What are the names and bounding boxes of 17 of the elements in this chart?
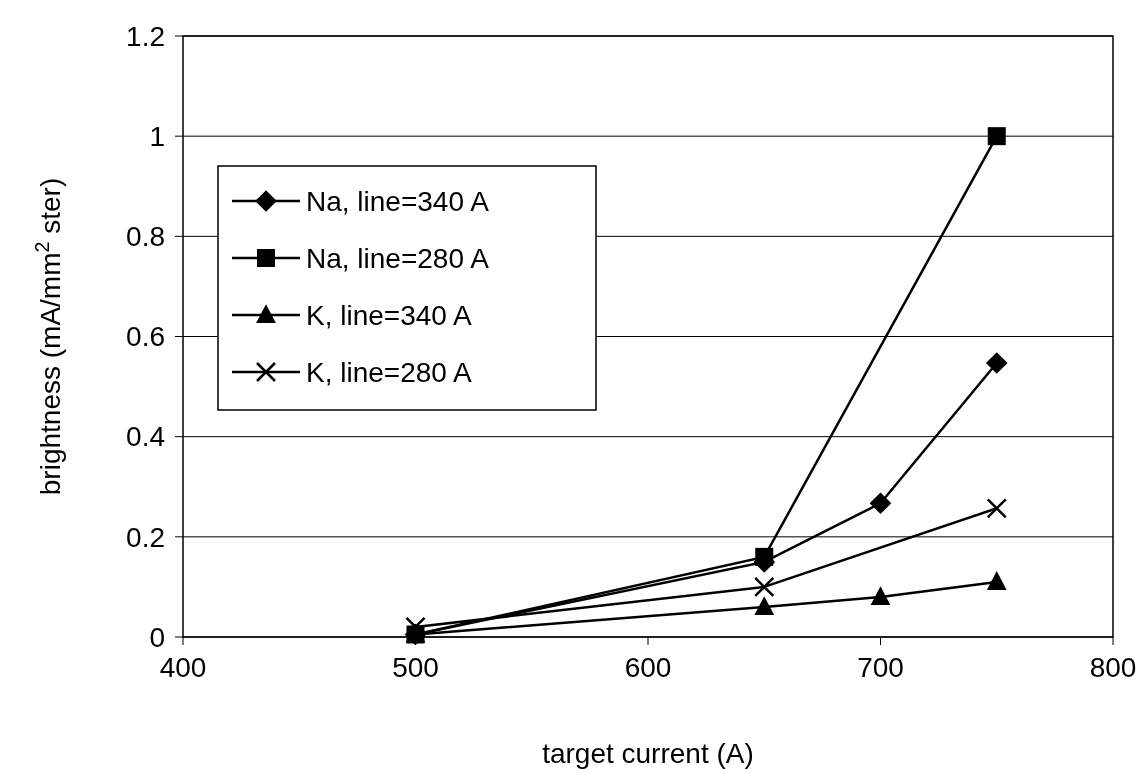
y-tick-label: 1.2 (126, 20, 165, 52)
x-tick-label: 500 (392, 652, 439, 683)
x-tick-label: 800 (1089, 652, 1137, 683)
legend-label: Na, line=280 A (306, 242, 490, 274)
legend-label: K, line=280 A (306, 356, 473, 388)
y-tick-label: 1 (149, 120, 165, 152)
legend-label: Na, line=340 A (306, 185, 490, 217)
y-tick-label: 0.2 (126, 521, 165, 553)
y-tick-label: 0.6 (126, 321, 165, 353)
x-tick-label: 400 (159, 652, 207, 683)
y-tick-label: 0.8 (126, 221, 165, 253)
x-tick-label: 700 (857, 652, 904, 683)
x-tick-label: 600 (624, 652, 672, 683)
y-tick-label: 0.4 (126, 421, 165, 453)
legend-label: K, line=340 A (306, 299, 473, 331)
x-axis-title: target current (A) (542, 738, 754, 769)
y-tick-label: 0 (149, 621, 165, 653)
